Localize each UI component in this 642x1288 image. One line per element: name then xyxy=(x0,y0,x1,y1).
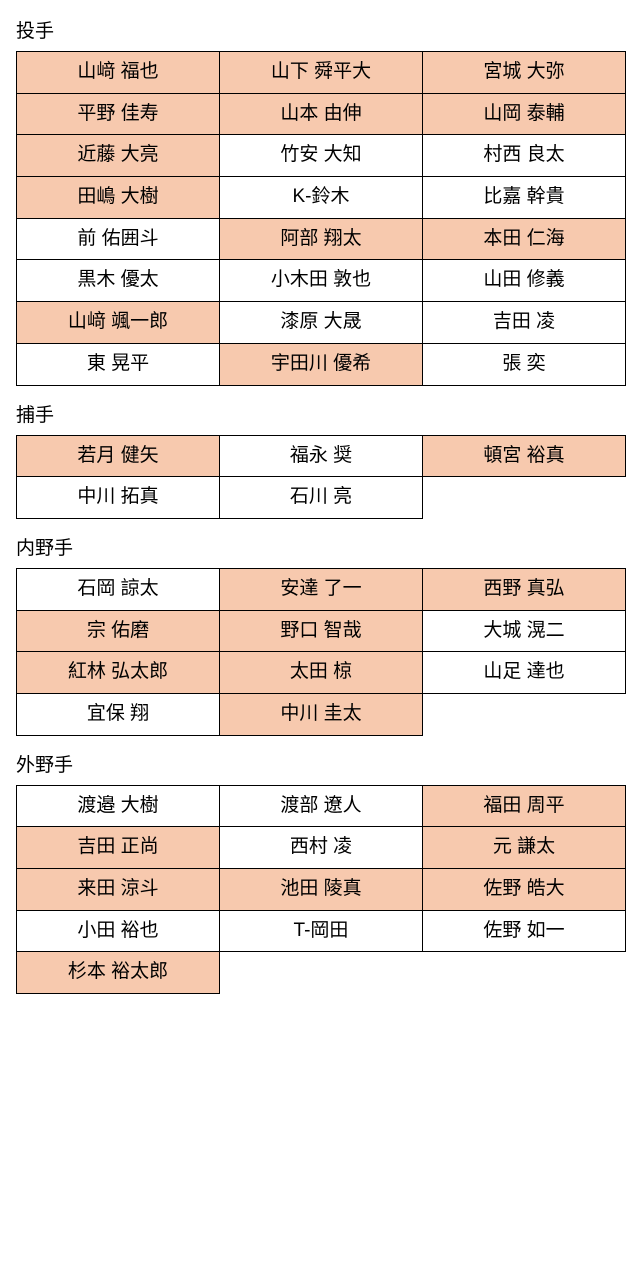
player-cell: 平野 佳寿 xyxy=(17,94,220,136)
player-cell: 阿部 翔太 xyxy=(220,219,423,261)
player-cell: 中川 圭太 xyxy=(220,694,423,736)
player-cell: 太田 椋 xyxy=(220,652,423,694)
player-cell: 田嶋 大樹 xyxy=(17,177,220,219)
player-cell: 本田 仁海 xyxy=(423,219,626,261)
section: 投手山﨑 福也山下 舜平大宮城 大弥平野 佳寿山本 由伸山岡 泰輔近藤 大亮竹安… xyxy=(16,16,626,386)
player-cell: 吉田 凌 xyxy=(423,302,626,344)
player-cell: 小田 裕也 xyxy=(17,911,220,953)
player-cell: 来田 涼斗 xyxy=(17,869,220,911)
player-cell: 近藤 大亮 xyxy=(17,135,220,177)
section: 内野手石岡 諒太安達 了一西野 真弘宗 佑磨野口 智哉大城 滉二紅林 弘太郎太田… xyxy=(16,533,626,736)
player-cell: 佐野 如一 xyxy=(423,911,626,953)
section-title: 投手 xyxy=(16,16,626,43)
player-cell: 杉本 裕太郎 xyxy=(17,952,220,994)
player-cell: 大城 滉二 xyxy=(423,611,626,653)
player-grid: 若月 健矢福永 奨頓宮 裕真中川 拓真石川 亮 xyxy=(16,435,626,519)
player-grid: 石岡 諒太安達 了一西野 真弘宗 佑磨野口 智哉大城 滉二紅林 弘太郎太田 椋山… xyxy=(16,568,626,736)
player-cell: 山﨑 福也 xyxy=(17,52,220,94)
player-cell: 竹安 大知 xyxy=(220,135,423,177)
player-cell: 石岡 諒太 xyxy=(17,569,220,611)
player-cell: 吉田 正尚 xyxy=(17,827,220,869)
player-grid: 渡邉 大樹渡部 遼人福田 周平吉田 正尚西村 凌元 謙太来田 涼斗池田 陵真佐野… xyxy=(16,785,626,994)
player-cell: 石川 亮 xyxy=(220,477,423,519)
player-cell: T-岡田 xyxy=(220,911,423,953)
player-cell: 福田 周平 xyxy=(423,786,626,828)
section: 捕手若月 健矢福永 奨頓宮 裕真中川 拓真石川 亮 xyxy=(16,400,626,519)
player-cell: 黒木 優太 xyxy=(17,260,220,302)
player-cell: 宮城 大弥 xyxy=(423,52,626,94)
player-cell: 山本 由伸 xyxy=(220,94,423,136)
player-cell: 東 晃平 xyxy=(17,344,220,386)
section-title: 捕手 xyxy=(16,400,626,427)
player-cell: 佐野 皓大 xyxy=(423,869,626,911)
player-cell: 福永 奨 xyxy=(220,436,423,478)
section-title: 外野手 xyxy=(16,750,626,777)
player-cell: 紅林 弘太郎 xyxy=(17,652,220,694)
player-cell: 前 佑囲斗 xyxy=(17,219,220,261)
player-cell: 西野 真弘 xyxy=(423,569,626,611)
player-cell: 頓宮 裕真 xyxy=(423,436,626,478)
player-cell: 西村 凌 xyxy=(220,827,423,869)
player-cell: 山足 達也 xyxy=(423,652,626,694)
player-cell: 池田 陵真 xyxy=(220,869,423,911)
player-cell: 山下 舜平大 xyxy=(220,52,423,94)
player-cell: 宗 佑磨 xyxy=(17,611,220,653)
empty-cell xyxy=(423,952,626,994)
player-cell: 安達 了一 xyxy=(220,569,423,611)
player-cell: 渡部 遼人 xyxy=(220,786,423,828)
player-grid: 山﨑 福也山下 舜平大宮城 大弥平野 佳寿山本 由伸山岡 泰輔近藤 大亮竹安 大… xyxy=(16,51,626,386)
empty-cell xyxy=(220,952,423,994)
player-cell: 村西 良太 xyxy=(423,135,626,177)
roster-root: 投手山﨑 福也山下 舜平大宮城 大弥平野 佳寿山本 由伸山岡 泰輔近藤 大亮竹安… xyxy=(16,16,626,994)
player-cell: 野口 智哉 xyxy=(220,611,423,653)
player-cell: 宜保 翔 xyxy=(17,694,220,736)
empty-cell xyxy=(423,477,626,519)
section: 外野手渡邉 大樹渡部 遼人福田 周平吉田 正尚西村 凌元 謙太来田 涼斗池田 陵… xyxy=(16,750,626,994)
player-cell: 比嘉 幹貴 xyxy=(423,177,626,219)
player-cell: 山﨑 颯一郎 xyxy=(17,302,220,344)
player-cell: 渡邉 大樹 xyxy=(17,786,220,828)
player-cell: 漆原 大晟 xyxy=(220,302,423,344)
section-title: 内野手 xyxy=(16,533,626,560)
player-cell: 宇田川 優希 xyxy=(220,344,423,386)
player-cell: 中川 拓真 xyxy=(17,477,220,519)
player-cell: 山田 修義 xyxy=(423,260,626,302)
player-cell: K-鈴木 xyxy=(220,177,423,219)
empty-cell xyxy=(423,694,626,736)
player-cell: 張 奕 xyxy=(423,344,626,386)
player-cell: 小木田 敦也 xyxy=(220,260,423,302)
player-cell: 元 謙太 xyxy=(423,827,626,869)
player-cell: 若月 健矢 xyxy=(17,436,220,478)
player-cell: 山岡 泰輔 xyxy=(423,94,626,136)
